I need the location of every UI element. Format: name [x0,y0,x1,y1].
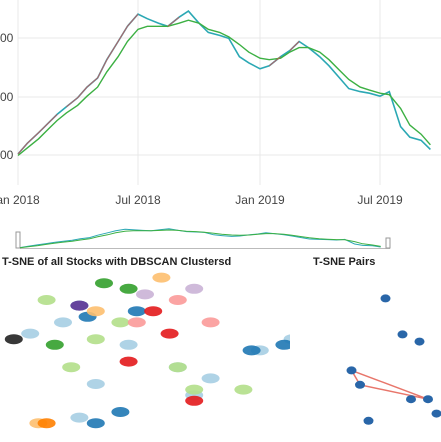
chart-grid [17,0,441,185]
tsne-point [111,407,130,417]
tsne-point [86,379,105,389]
tsne-pair-point [363,416,374,425]
tsne-point [62,362,81,373]
tsne-point [45,339,64,350]
increasing-segment [117,25,128,42]
tsne-point [54,317,72,328]
tsne-pair-point [431,409,441,418]
tsne-point [37,295,56,305]
tsne-point [185,283,204,294]
chart-series [17,10,431,157]
tsne-point [168,295,187,305]
y-tick-label: 00 [0,90,14,104]
tsne-pair-point [406,395,416,404]
tsne-point [160,328,179,339]
increasing-segment [17,142,28,155]
tsne-point [119,339,138,350]
tsne-point [185,384,204,395]
tsne-all-scatter [4,272,290,429]
x-tick-label: Jul 2018 [115,193,161,207]
tsne-pair-point [414,337,425,346]
x-axis-ticks: an 2018 Jul 2018 Jan 2019 Jul 2019 [0,193,403,207]
x-tick-label: Jul 2019 [357,193,403,207]
tsne-point [70,300,89,311]
increasing-segment [289,41,300,52]
tsne-point [201,373,220,384]
x-tick-label: Jan 2019 [235,193,285,207]
tsne-all-title: T-SNE of all Stocks with DBSCAN Clusters… [2,256,232,268]
tsne-point [185,395,204,406]
tsne-point [111,317,130,328]
increasing-segment [167,16,180,27]
increasing-segment [77,86,88,99]
tsne-point [168,362,187,373]
tsne-point [152,272,171,283]
increasing-segment [268,56,281,67]
increasing-segment [66,97,79,108]
tsne-point [95,278,113,289]
tsne-point [119,356,138,367]
tsne-point [144,306,163,317]
increasing-segment [126,13,139,27]
tsne-point [234,384,253,395]
tsne-point [86,334,105,345]
tsne-pair-point [355,380,365,389]
price-line-chart: 00 00 00 an 2018 Jul 2018 Jan 2019 Jul 2019 [0,0,441,207]
tsne-point [70,412,89,423]
increasing-segment [26,132,39,144]
price-series-line [17,10,431,155]
tsne-point [86,418,105,429]
tsne-pair-point [380,294,391,303]
tsne-pairs-points [346,294,441,425]
range-slider-preview [19,228,381,249]
tsne-point [136,289,154,300]
x-tick-label: an 2018 [0,193,40,207]
moving-average-line [17,19,431,157]
tsne-pairs-scatter [346,294,441,425]
tsne-pair-point [397,330,408,339]
increasing-segment [106,41,119,61]
tsne-point [242,345,261,356]
tsne-pair-link [349,368,429,400]
tsne-pair-point [346,366,357,375]
tsne-point [37,418,56,429]
tsne-point [21,328,40,339]
tsne-point [201,317,220,328]
range-preview-line [19,229,381,249]
tsne-point [127,306,146,317]
increasing-segment [38,123,49,134]
y-tick-label: 00 [0,148,14,162]
tsne-point [86,306,105,317]
tsne-pairs-title: T-SNE Pairs [313,256,376,268]
increasing-segment [86,77,98,88]
y-tick-label: 00 [0,31,14,45]
range-slider-left-handle[interactable] [15,231,21,249]
tsne-point [4,334,23,345]
tsne-all-points [4,272,290,429]
range-slider-baseline [20,248,390,249]
increasing-segment [47,114,58,124]
tsne-point [119,283,138,294]
increasing-segment [97,59,108,79]
range-slider[interactable] [0,220,441,250]
y-axis-ticks: 00 00 00 [0,31,14,162]
tsne-point [127,317,146,328]
tsne-point [275,339,290,350]
tsne-pair-point [423,395,433,404]
range-slider-right-handle[interactable] [385,237,391,249]
